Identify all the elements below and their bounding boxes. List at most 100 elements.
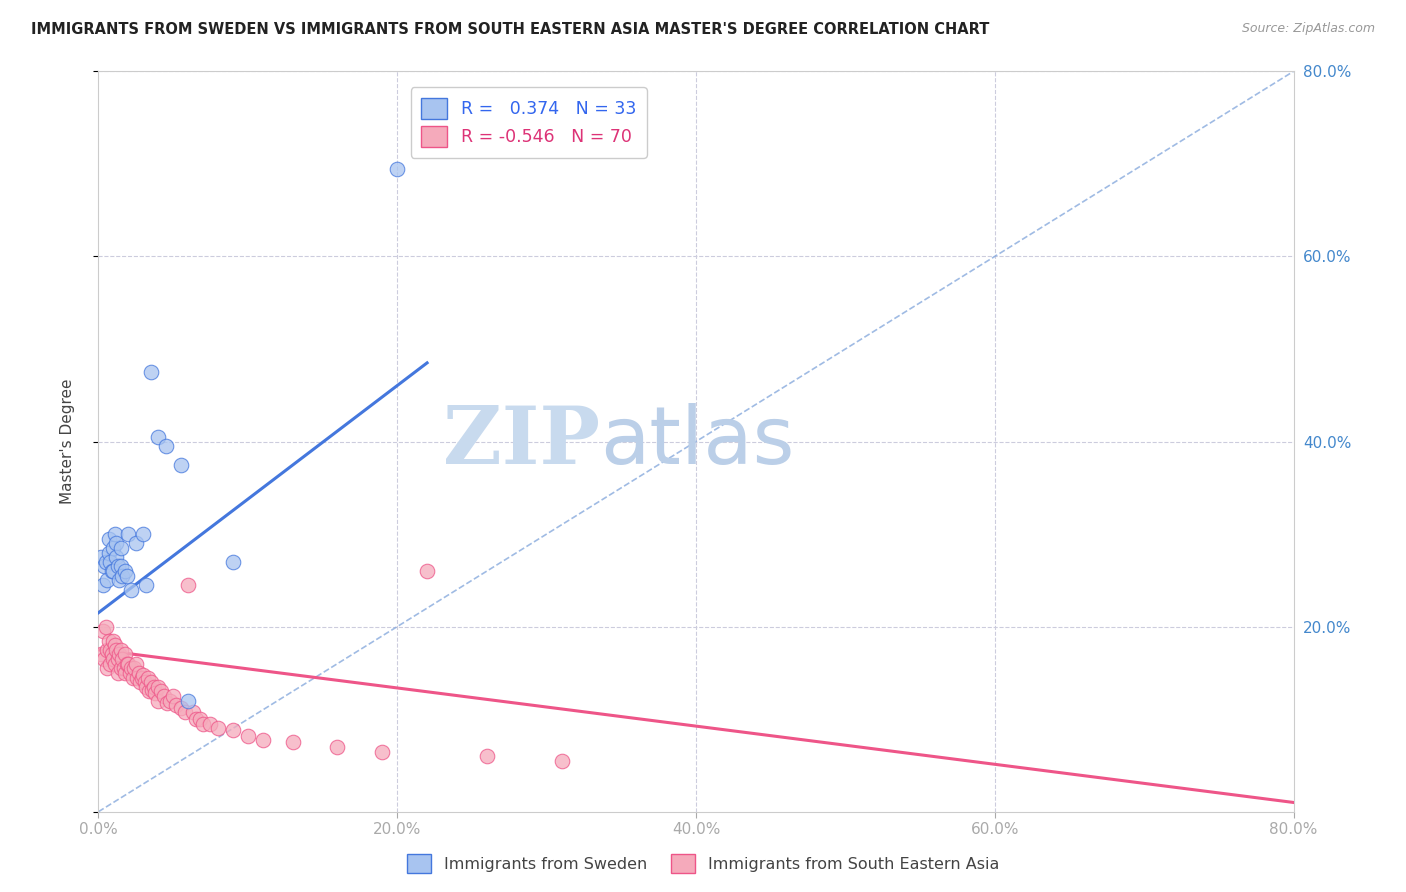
Point bbox=[125, 536, 148, 550]
Point bbox=[111, 652, 134, 666]
Point bbox=[136, 671, 159, 685]
Point bbox=[101, 648, 124, 662]
Point bbox=[117, 527, 139, 541]
Point bbox=[159, 694, 181, 708]
Point bbox=[132, 527, 155, 541]
Point bbox=[129, 675, 152, 690]
Point bbox=[105, 550, 128, 565]
Point bbox=[101, 564, 124, 578]
Point bbox=[104, 657, 127, 671]
Point bbox=[115, 568, 138, 582]
Point bbox=[97, 545, 120, 560]
Point bbox=[105, 642, 128, 657]
Point bbox=[96, 574, 118, 588]
Point bbox=[108, 574, 131, 588]
Point bbox=[91, 578, 114, 592]
Point bbox=[98, 642, 122, 657]
Point bbox=[148, 694, 170, 708]
Point bbox=[131, 671, 153, 685]
Point bbox=[148, 680, 170, 694]
Point bbox=[134, 675, 156, 690]
Point bbox=[105, 536, 128, 550]
Point bbox=[135, 680, 157, 694]
Point bbox=[117, 657, 139, 671]
Point bbox=[177, 694, 200, 708]
Point bbox=[153, 689, 176, 703]
Point bbox=[385, 161, 409, 176]
Point bbox=[107, 559, 129, 574]
Point bbox=[110, 661, 132, 675]
Point bbox=[94, 619, 117, 633]
Point bbox=[114, 665, 136, 680]
Point bbox=[124, 661, 146, 675]
Point bbox=[107, 665, 129, 680]
Point bbox=[132, 667, 155, 681]
Point bbox=[165, 698, 187, 713]
Point bbox=[96, 642, 118, 657]
Point bbox=[90, 648, 112, 662]
Point bbox=[121, 671, 143, 685]
Point bbox=[281, 735, 304, 749]
Point bbox=[104, 638, 127, 652]
Point bbox=[103, 633, 125, 648]
Point bbox=[120, 661, 142, 675]
Point bbox=[120, 582, 142, 597]
Point bbox=[174, 705, 197, 719]
Point bbox=[184, 712, 207, 726]
Point bbox=[90, 550, 112, 565]
Point bbox=[169, 458, 191, 472]
Point bbox=[125, 657, 148, 671]
Point bbox=[156, 696, 179, 710]
Point bbox=[142, 680, 165, 694]
Point bbox=[181, 705, 204, 719]
Point bbox=[110, 559, 132, 574]
Point bbox=[103, 541, 125, 555]
Text: ZIP: ZIP bbox=[443, 402, 600, 481]
Point bbox=[110, 541, 132, 555]
Point bbox=[111, 568, 134, 582]
Point bbox=[141, 682, 163, 697]
Point bbox=[139, 675, 162, 690]
Point bbox=[98, 555, 122, 569]
Point bbox=[97, 633, 120, 648]
Point bbox=[96, 661, 118, 675]
Point bbox=[98, 657, 122, 671]
Point bbox=[135, 578, 157, 592]
Point bbox=[143, 686, 166, 700]
Point bbox=[162, 689, 184, 703]
Point bbox=[104, 527, 127, 541]
Point bbox=[155, 439, 177, 453]
Point bbox=[236, 729, 259, 743]
Point bbox=[200, 716, 222, 731]
Text: atlas: atlas bbox=[600, 402, 794, 481]
Point bbox=[97, 532, 120, 546]
Point bbox=[150, 684, 173, 698]
Point bbox=[371, 745, 394, 759]
Point bbox=[127, 671, 149, 685]
Point bbox=[114, 564, 136, 578]
Point bbox=[93, 559, 115, 574]
Point bbox=[169, 701, 191, 715]
Point bbox=[191, 716, 214, 731]
Legend: Immigrants from Sweden, Immigrants from South Eastern Asia: Immigrants from Sweden, Immigrants from … bbox=[401, 847, 1005, 880]
Point bbox=[416, 564, 439, 578]
Point bbox=[94, 555, 117, 569]
Point bbox=[326, 739, 349, 754]
Text: IMMIGRANTS FROM SWEDEN VS IMMIGRANTS FROM SOUTH EASTERN ASIA MASTER'S DEGREE COR: IMMIGRANTS FROM SWEDEN VS IMMIGRANTS FRO… bbox=[31, 22, 990, 37]
Point bbox=[103, 652, 125, 666]
Point bbox=[128, 665, 150, 680]
Point bbox=[148, 430, 170, 444]
Point bbox=[107, 652, 129, 666]
Point bbox=[188, 712, 211, 726]
Point bbox=[550, 754, 572, 768]
Point bbox=[110, 642, 132, 657]
Point bbox=[222, 723, 245, 738]
Point bbox=[139, 365, 162, 379]
Point bbox=[114, 648, 136, 662]
Point bbox=[138, 684, 160, 698]
Point bbox=[177, 578, 200, 592]
Text: Source: ZipAtlas.com: Source: ZipAtlas.com bbox=[1241, 22, 1375, 36]
Point bbox=[222, 555, 245, 569]
Point bbox=[112, 661, 135, 675]
Point bbox=[108, 648, 131, 662]
